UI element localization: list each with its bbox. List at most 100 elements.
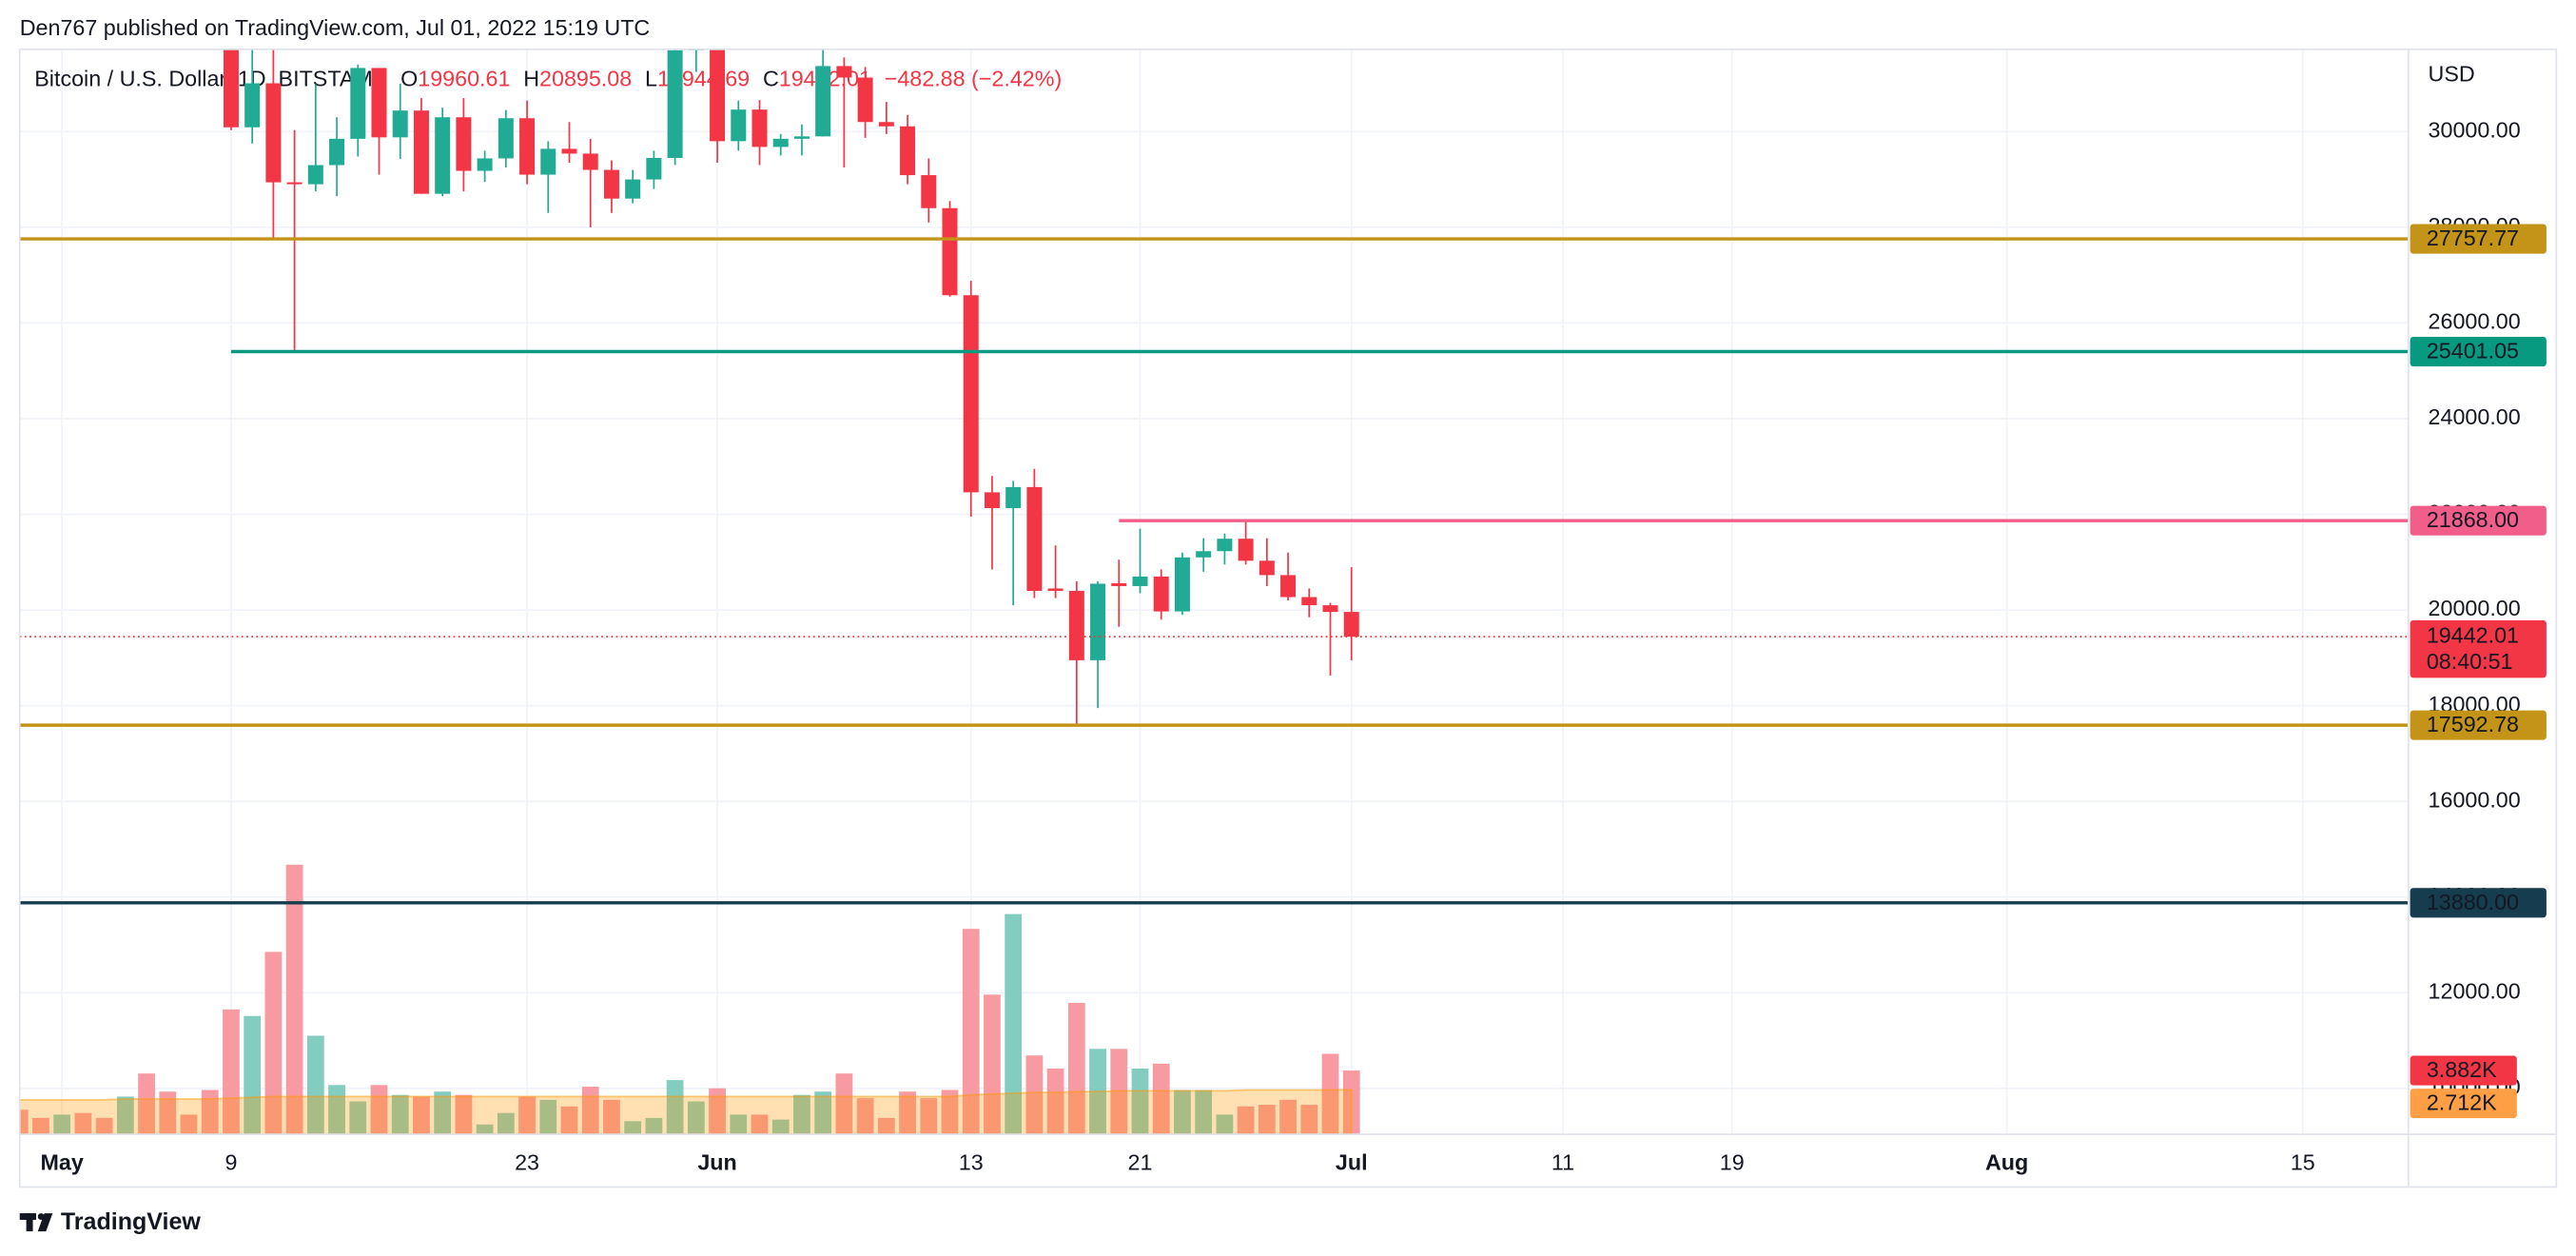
- volume-bar: [1025, 1055, 1044, 1135]
- volume-bar: [32, 1117, 49, 1135]
- volume-bar: [539, 1099, 557, 1135]
- level-label: 13880.00: [2427, 890, 2519, 914]
- volume-bar: [709, 1088, 726, 1135]
- candle-body: [582, 153, 598, 170]
- x-tick-label: 9: [224, 1149, 237, 1174]
- volume-ma-area: [19, 1089, 1353, 1135]
- candle-body: [1259, 560, 1275, 576]
- countdown-label: 08:40:51: [2427, 649, 2513, 674]
- candle-body: [1196, 551, 1212, 558]
- candle-body: [1280, 575, 1297, 598]
- x-tick-label: Aug: [1985, 1149, 2028, 1174]
- x-tick-label: 21: [1128, 1149, 1153, 1174]
- candle-body: [772, 138, 789, 147]
- level-label: 25401.05: [2427, 339, 2519, 363]
- y-tick-label: 24000.00: [2429, 404, 2521, 429]
- candle-body: [540, 148, 556, 175]
- volume-bar: [476, 1124, 494, 1135]
- ohlc-key: C: [763, 67, 779, 91]
- candle-body: [519, 118, 536, 175]
- volume-bar: [497, 1112, 515, 1135]
- volume-bar: [413, 1096, 430, 1135]
- volume-bar: [666, 1080, 684, 1135]
- candle-body: [498, 118, 514, 159]
- volume-bar: [223, 1009, 240, 1135]
- candle-body: [667, 49, 683, 158]
- change-value: −482.88 (−2.42%): [885, 67, 1062, 91]
- volume-bar: [984, 994, 1001, 1135]
- symbol-name: Bitcoin / U.S. Dollar, 1D, BITSTAMP: [34, 67, 387, 91]
- volume-bar: [306, 1035, 324, 1135]
- candle-body: [371, 68, 387, 138]
- volume-bar: [771, 1119, 790, 1135]
- volume-bar: [518, 1096, 536, 1135]
- level-label-box: [2410, 888, 2547, 918]
- footer-brand: TradingView: [61, 1208, 201, 1235]
- volume-bar: [793, 1094, 810, 1135]
- candle-body: [625, 179, 641, 199]
- candle-body: [603, 169, 619, 199]
- candle-body: [836, 66, 852, 78]
- candle-body: [1153, 576, 1169, 612]
- volume-bar: [1131, 1069, 1149, 1135]
- candle-body: [731, 109, 747, 142]
- level-label-box: [2410, 336, 2547, 367]
- candle-body: [963, 295, 979, 493]
- volume-bar: [751, 1114, 769, 1135]
- volume-bar: [624, 1121, 642, 1135]
- x-tick-label: 11: [1551, 1149, 1574, 1174]
- candle-body: [1026, 486, 1043, 591]
- volume-label-box: [2410, 1055, 2517, 1086]
- level-label-box: [2410, 505, 2547, 536]
- candle-body: [793, 136, 810, 139]
- plot: [19, 49, 2409, 1135]
- candle-body: [646, 157, 662, 180]
- chart-frame: [18, 48, 2558, 1188]
- volume-bar: [159, 1091, 177, 1135]
- level-label-box: [2410, 710, 2547, 740]
- volume-bar: [1216, 1114, 1234, 1135]
- x-tick-label: 19: [1720, 1149, 1745, 1174]
- candle-body: [456, 117, 472, 171]
- volume-bar: [1237, 1106, 1255, 1135]
- volume-bar: [1195, 1089, 1213, 1135]
- volume-bar: [603, 1099, 620, 1135]
- x-tick-label: May: [41, 1149, 84, 1174]
- volume-bar: [180, 1114, 198, 1135]
- volume-bar: [455, 1094, 473, 1135]
- volume-ma-label: 2.712K: [2427, 1090, 2497, 1115]
- volume-bar: [899, 1091, 916, 1135]
- tradingview-logo: [19, 1213, 53, 1232]
- candle-body: [710, 49, 726, 142]
- symbol-legend: Bitcoin / U.S. Dollar, 1D, BITSTAMP O1996…: [34, 67, 1062, 91]
- volume-bar: [730, 1114, 748, 1135]
- volume-bar: [962, 929, 980, 1135]
- x-tick-label: Jul: [1336, 1149, 1368, 1174]
- candle-body: [751, 109, 768, 147]
- last-price-label: 19442.01: [2427, 622, 2519, 647]
- volume-bar: [138, 1073, 155, 1135]
- volume-ma-label-box: [2410, 1089, 2517, 1119]
- candle-body: [223, 49, 239, 128]
- candle-body: [286, 182, 302, 185]
- level-label-box: [2410, 224, 2547, 254]
- candle-body: [1217, 539, 1233, 552]
- candle-body: [942, 207, 958, 296]
- volume-bar: [95, 1117, 113, 1135]
- volume-bar: [285, 864, 303, 1135]
- volume-bar: [53, 1114, 71, 1135]
- axes: 10000.0012000.0014000.0016000.0018000.00…: [41, 117, 2547, 1174]
- volume-bar: [1300, 1105, 1318, 1135]
- volume-bar: [1279, 1099, 1297, 1135]
- candle-body: [1111, 582, 1127, 586]
- candle-body: [900, 126, 916, 176]
- volume-bar: [1321, 1053, 1339, 1135]
- candle-body: [244, 83, 261, 128]
- y-tick-label: 16000.00: [2429, 787, 2521, 812]
- candle-body: [1174, 557, 1190, 612]
- volume-bar: [1174, 1089, 1191, 1135]
- x-tick-label: 13: [959, 1149, 984, 1174]
- volume-bar: [19, 1109, 29, 1135]
- last-price-box: [2410, 619, 2547, 678]
